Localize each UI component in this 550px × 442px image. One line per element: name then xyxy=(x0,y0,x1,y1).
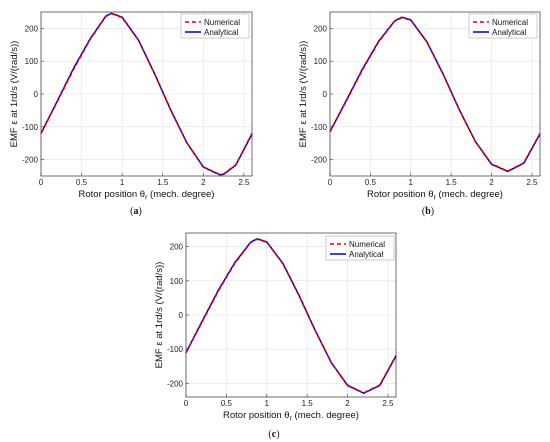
legend-label: Analytical xyxy=(492,28,526,37)
x-tick-label: 0 xyxy=(184,399,189,408)
x-tick-label: 2 xyxy=(345,399,350,408)
y-tick-label: 0 xyxy=(323,90,328,99)
y-tick-label: -100 xyxy=(22,123,39,132)
x-tick-label: 0.5 xyxy=(221,399,233,408)
y-tick-label: -100 xyxy=(311,123,328,132)
y-tick-label: 100 xyxy=(25,57,39,66)
x-tick-label: 1 xyxy=(120,178,125,187)
y-tick-label: 0 xyxy=(179,311,184,320)
y-tick-label: 200 xyxy=(170,243,184,252)
y-axis-label: EMF ε at 1rd/s (V/(rad/s)) xyxy=(9,41,20,148)
x-tick-label: 0 xyxy=(39,178,44,187)
panel-caption: (c) xyxy=(268,429,279,440)
series-line-numerical xyxy=(40,12,253,176)
y-tick-label: 0 xyxy=(34,90,39,99)
legend-label: Numerical xyxy=(349,240,385,249)
legend-label: Analytical xyxy=(204,28,238,37)
y-tick-label: -200 xyxy=(167,379,184,388)
series-line-analytical xyxy=(185,238,397,394)
legend-box xyxy=(325,235,395,261)
x-tick-label: 2 xyxy=(489,178,494,187)
chart-panel-2: 0 0.5 1 1.5 2 2.5 -200 -100 0 100 200 Rotor positio… xyxy=(298,11,541,217)
y-tick-label: 200 xyxy=(25,24,39,33)
legend-label: Numerical xyxy=(492,18,528,27)
x-tick-label: 0.5 xyxy=(365,178,377,187)
y-tick-label: 100 xyxy=(314,57,328,66)
x-tick-label: 2 xyxy=(201,178,206,187)
x-axis-label: Rotor position θr (mech. degree) xyxy=(223,410,359,423)
x-tick-label: 2.5 xyxy=(382,399,394,408)
x-tick-label: 0.5 xyxy=(76,178,88,187)
legend-label: Numerical xyxy=(204,18,240,27)
x-axis-label: Rotor position θr (mech. degree) xyxy=(79,189,215,202)
x-tick-label: 2.5 xyxy=(238,178,250,187)
y-axis-label: EMF ε at 1rd/s (V/(rad/s)) xyxy=(154,262,165,369)
x-tick-label: 1.5 xyxy=(157,178,169,187)
y-axis-label: EMF ε at 1rd/s (V/(rad/s)) xyxy=(298,41,309,148)
panel-caption: (a) xyxy=(130,206,142,217)
x-tick-label: 1.5 xyxy=(302,399,314,408)
y-tick-label: -100 xyxy=(167,345,184,354)
y-tick-label: 100 xyxy=(170,277,184,286)
x-tick-label: 1.5 xyxy=(446,178,458,187)
legend-box xyxy=(468,13,538,39)
panel-caption: (b) xyxy=(422,206,434,217)
x-axis-label: Rotor position θr (mech. degree) xyxy=(367,189,503,202)
x-tick-label: 1 xyxy=(409,178,414,187)
series-line-numerical xyxy=(185,238,397,394)
legend-label: Analytical xyxy=(349,250,383,259)
x-tick-label: 0 xyxy=(328,178,333,187)
series-line-analytical xyxy=(329,16,541,173)
x-tick-label: 1 xyxy=(265,399,270,408)
y-tick-label: -200 xyxy=(311,156,328,165)
x-tick-label: 2.5 xyxy=(526,178,538,187)
chart-panel-3: 0 0.5 1 1.5 2 2.5 -200 -100 0 100 200 Rotor positio… xyxy=(154,232,397,440)
chart-panel-1: 0 0.5 1 1.5 2 2.5 -200 -100 0 100 200 Rotor positio… xyxy=(9,11,253,217)
series-line-numerical xyxy=(329,16,541,172)
legend-box xyxy=(180,13,250,39)
y-tick-label: -200 xyxy=(22,156,39,165)
y-tick-label: 200 xyxy=(314,24,328,33)
